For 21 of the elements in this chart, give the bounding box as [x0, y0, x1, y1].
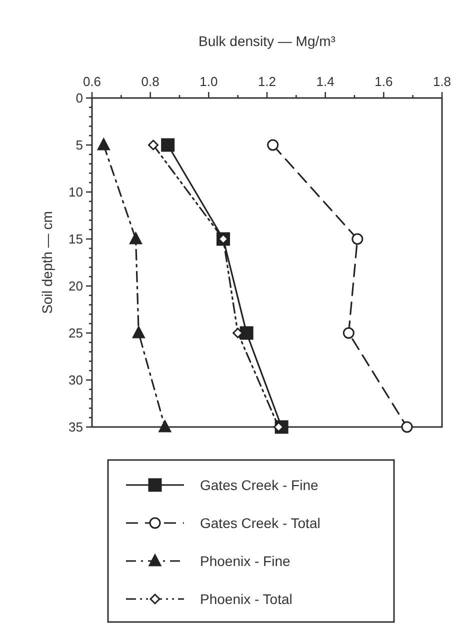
y-tick-label: 30 — [68, 372, 83, 388]
x-tick-label: 0.6 — [82, 74, 102, 89]
legend-label: Gates Creek - Fine — [200, 477, 318, 493]
y-axis-title: Soil depth — cm — [39, 211, 55, 314]
y-tick-label: 35 — [68, 420, 83, 434]
x-tick-label: 1.6 — [374, 74, 393, 89]
x-tick-label: 1.4 — [316, 74, 334, 89]
x-tick-label: 1.8 — [432, 74, 452, 89]
y-tick-label: 25 — [68, 326, 83, 340]
y-tick-label: 15 — [68, 232, 83, 246]
y-tick-label: 20 — [68, 278, 83, 294]
legend-label: Phoenix - Fine — [200, 553, 290, 569]
x-tick-label: 0.8 — [141, 74, 160, 89]
y-tick-label: 5 — [76, 138, 83, 152]
legend-label: Gates Creek - Total — [200, 515, 320, 531]
y-tick-label: 0 — [76, 90, 83, 106]
x-axis-title: Bulk density — Mg/m³ — [198, 33, 336, 49]
x-tick-label: 1.2 — [258, 74, 276, 89]
x-tick-label: 1.0 — [200, 74, 218, 89]
y-tick-label: 10 — [68, 184, 83, 200]
legend-label: Phoenix - Total — [200, 591, 292, 607]
